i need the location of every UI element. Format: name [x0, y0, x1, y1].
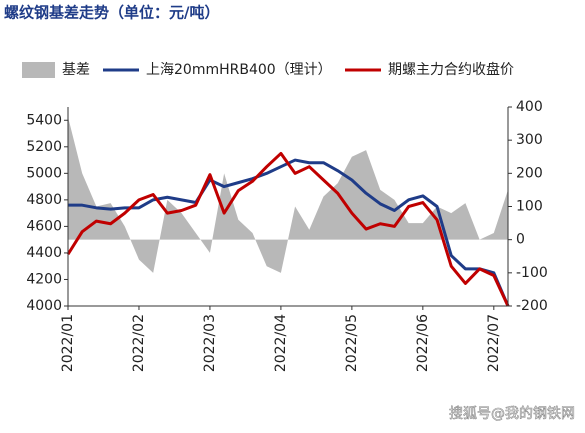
- legend-label: 期螺主力合约收盘价: [388, 61, 514, 78]
- y2-tick-label: -200: [516, 298, 548, 314]
- x-tick-label: 2022/06: [415, 314, 431, 372]
- y2-tick-label: 200: [516, 165, 543, 181]
- line: [66, 151, 510, 307]
- y2-tick-label: 300: [516, 132, 543, 148]
- x-tick-label: 2022/07: [486, 314, 502, 372]
- x-tick-label: 2022/04: [273, 314, 289, 372]
- x-tick-label: 2022/05: [344, 314, 360, 372]
- y-tick-label: 5000: [26, 165, 62, 181]
- watermark: 搜狐号@我的钢铁网: [449, 406, 575, 422]
- y-tick-label: 4400: [26, 245, 62, 261]
- y2-tick-label: -100: [516, 265, 548, 281]
- legend-label: 基差: [62, 61, 90, 78]
- y-tick-label: 4600: [26, 218, 62, 234]
- chart-title: 螺纹钢基差走势（单位：元/吨）: [4, 4, 219, 22]
- y-tick-label: 5200: [26, 139, 62, 155]
- y2-tick-label: 100: [516, 199, 543, 215]
- legend-swatch: [22, 62, 55, 78]
- y-tick-label: 5400: [26, 112, 62, 128]
- y-tick-label: 4200: [26, 271, 62, 287]
- y-tick-label: 4800: [26, 192, 62, 208]
- y-tick-label: 4000: [26, 298, 62, 314]
- y2-tick-label: 0: [516, 232, 525, 248]
- x-tick-label: 2022/02: [131, 314, 147, 372]
- x-tick-label: 2022/01: [60, 314, 76, 372]
- x-tick-label: 2022/03: [202, 314, 218, 372]
- legend-label: 上海20mmHRB400（理计）: [146, 62, 332, 78]
- y2-tick-label: 400: [516, 99, 543, 115]
- basis-area: [68, 116, 508, 273]
